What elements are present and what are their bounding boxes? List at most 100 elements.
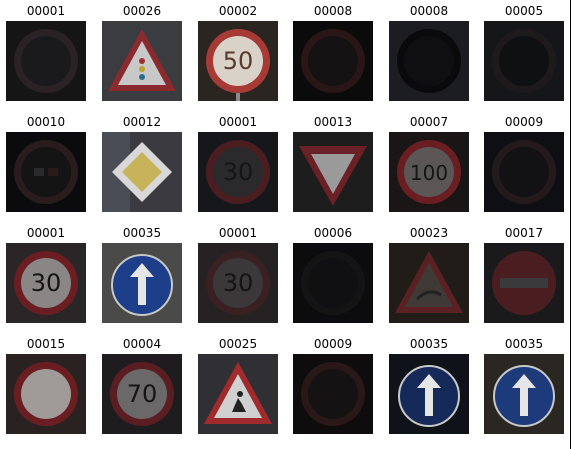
traffic-sign-image [293,243,373,323]
class-label: 00017 [504,226,544,240]
class-label: 00023 [409,226,449,240]
class-label: 00007 [409,115,449,129]
sign-thumbnail [389,21,469,101]
traffic-sign-image [6,354,86,434]
class-label: 00026 [122,4,162,18]
sign-thumbnail [293,132,373,212]
sign-thumbnail [484,354,564,434]
class-label: 00001 [26,226,66,240]
sign-thumbnail: 70 [102,354,182,434]
class-label: 00005 [504,4,544,18]
traffic-sign-image [6,21,86,101]
sign-thumbnail [293,243,373,323]
class-label: 00006 [313,226,353,240]
traffic-sign-image [389,243,469,323]
traffic-sign-image [102,21,182,101]
class-label: 00013 [313,115,353,129]
traffic-sign-image: 30 [198,243,278,323]
traffic-sign-image: 50 [198,21,278,101]
traffic-sign-image: 30 [6,243,86,323]
sign-circle-face [21,258,71,308]
sign-diamond-face [122,152,162,192]
sign-thumbnail: 100 [389,132,469,212]
traffic-sign-image [102,243,182,323]
traffic-sign-image [484,132,564,212]
sign-thumbnail [102,21,182,101]
sign-thumbnail: 30 [198,243,278,323]
sign-thumbnail [484,243,564,323]
sign-circle-face [404,147,454,197]
class-label: 00010 [26,115,66,129]
traffic-sign-image [389,21,469,101]
class-label: 00008 [313,4,353,18]
sign-thumbnail [293,21,373,101]
traffic-sign-image [484,21,564,101]
class-label: 00015 [26,337,66,351]
traffic-sign-image [102,132,182,212]
arrow-up-icon [417,374,441,416]
class-label: 00001 [26,4,66,18]
class-label: 00012 [122,115,162,129]
sign-circle-face [404,36,454,86]
traffic-sign-image: 30 [198,132,278,212]
sign-circle-face [308,36,358,86]
traffic-sign-image [293,132,373,212]
traffic-sign-image [389,354,469,434]
class-label: 00035 [504,337,544,351]
sign-circle-face [21,369,71,419]
sign-thumbnail [6,21,86,101]
traffic-sign-image [293,21,373,101]
class-label: 00004 [122,337,162,351]
class-label: 00001 [218,115,258,129]
sign-thumbnail [389,354,469,434]
speed-limit-text: 30 [223,158,254,186]
class-label: 00035 [409,337,449,351]
no-entry-bar [500,278,548,288]
class-label: 00035 [122,226,162,240]
sign-yield-face [311,154,355,194]
class-label: 00001 [218,226,258,240]
sign-thumbnail [6,354,86,434]
class-label: 00009 [313,337,353,351]
traffic-sign-image [293,354,373,434]
sign-circle-face [21,36,71,86]
sign-thumbnail: 50 [198,21,278,101]
class-label: 00025 [218,337,258,351]
sign-thumbnail [102,132,182,212]
sign-thumbnail [6,132,86,212]
sign-thumbnail: 30 [198,132,278,212]
sign-circle-face [308,258,358,308]
sign-thumbnail [484,21,564,101]
sign-circle-face [499,147,549,197]
traffic-sign-image [484,243,564,323]
speed-limit-text: 30 [31,269,62,297]
sign-circle-face [213,147,263,197]
sign-circle-face [117,369,167,419]
sign-thumbnail [484,132,564,212]
sign-thumbnail: 30 [6,243,86,323]
traffic-sign-image: 70 [102,354,182,434]
class-label: 00008 [409,4,449,18]
traffic-sign-image [198,354,278,434]
speed-limit-text: 70 [127,380,158,408]
sign-circle-face [213,36,263,86]
speed-limit-text: 100 [410,161,448,185]
sign-triangle-face [405,263,453,307]
traffic-sign-image [484,354,564,434]
sign-circle-face [499,36,549,86]
speed-limit-text: 50 [223,47,254,75]
sign-thumbnail [389,243,469,323]
sign-circle-face [308,369,358,419]
arrow-up-icon [512,374,536,416]
sign-circle-face [213,258,263,308]
speed-limit-text: 30 [223,269,254,297]
sign-thumbnail [198,354,278,434]
sign-thumbnail [293,354,373,434]
sign-circle-face [21,147,71,197]
traffic-sign-image [6,132,86,212]
arrow-up-icon [130,263,154,305]
sign-thumbnail [102,243,182,323]
traffic-sign-image: 100 [389,132,469,212]
class-label: 00002 [218,4,258,18]
